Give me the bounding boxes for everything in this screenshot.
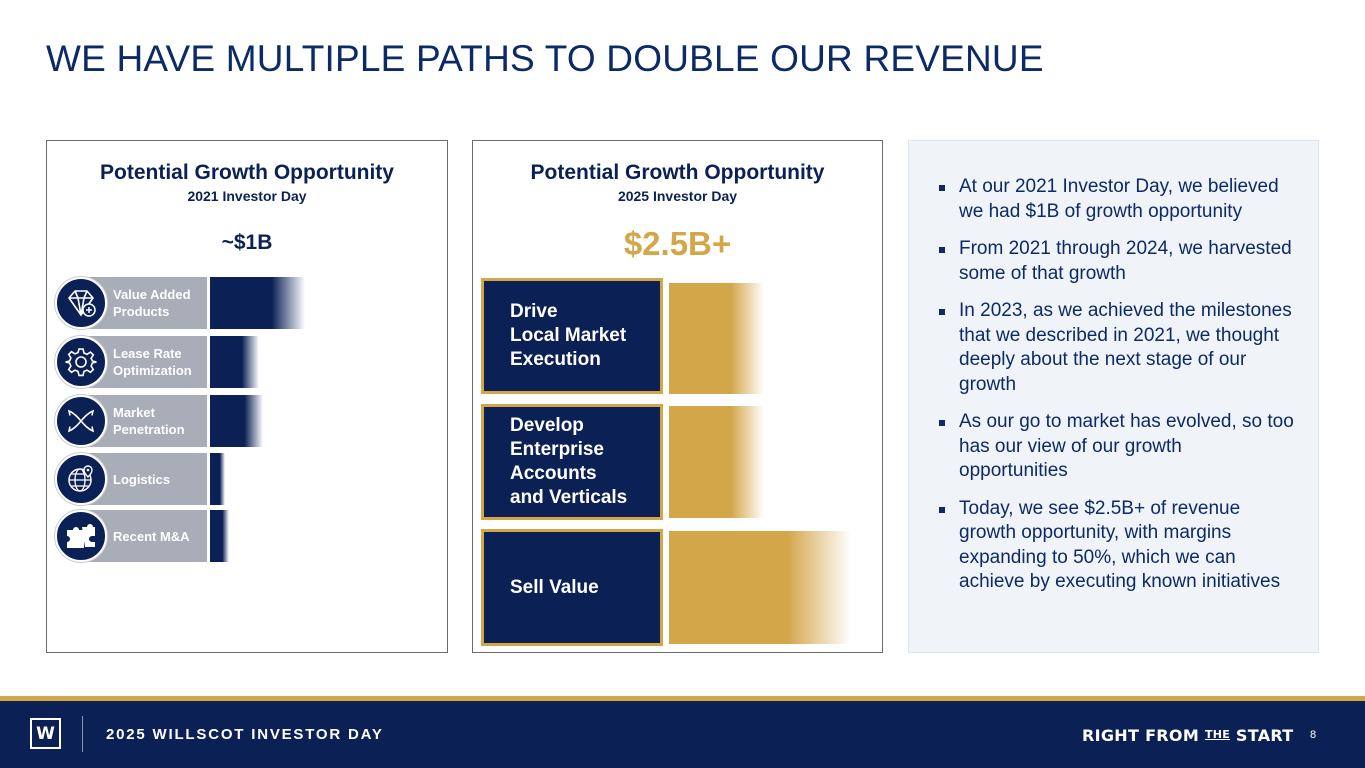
footer-event-name: 2025 WILLSCOT INVESTOR DAY <box>106 726 384 743</box>
arrows-cross-icon <box>55 395 107 447</box>
puzzle-icon <box>55 510 107 562</box>
slide-title: WE HAVE MULTIPLE PATHS TO DOUBLE OUR REV… <box>46 38 1044 79</box>
opportunity-row: Value Added Products <box>55 277 435 329</box>
panel-2025-subtitle: 2025 Investor Day <box>617 188 738 204</box>
willscot-logo: W <box>30 718 61 749</box>
tagline-part: START <box>1230 726 1294 745</box>
opportunity-bar <box>210 336 259 388</box>
page-number: 8 <box>1310 729 1317 741</box>
footer-accent-line <box>0 696 1365 701</box>
panel-2025: Potential Growth Opportunity 2025 Invest… <box>472 140 883 653</box>
initiative-bar <box>669 406 764 518</box>
opportunity-bar <box>210 453 225 505</box>
panel-2021-value: ~$1B <box>221 231 273 254</box>
footer-tagline: RIGHT FROM THE START <box>1082 726 1294 745</box>
gear-icon <box>55 336 107 388</box>
bullet-item: Today, we see $2.5B+ of revenue growth o… <box>939 497 1294 595</box>
opportunity-bar <box>210 510 229 562</box>
initiative-label: Drive Local Market Execution <box>481 278 663 394</box>
initiative-label: Sell Value <box>481 529 663 646</box>
panel-2025-value: $2.5B+ <box>623 225 732 262</box>
opportunity-bar <box>210 395 263 447</box>
initiative-label: Develop Enterprise Accounts and Vertical… <box>481 404 663 520</box>
bullet-item: At our 2021 Investor Day, we believed we… <box>939 175 1294 224</box>
bullet-item: In 2023, as we achieved the milestones t… <box>939 299 1294 397</box>
opportunity-row: Market Penetration <box>55 395 435 447</box>
opportunity-row: Lease Rate Optimization <box>55 336 435 388</box>
bullet-item: From 2021 through 2024, we harvested som… <box>939 237 1294 286</box>
opportunity-bar <box>210 277 305 329</box>
panel-2025-title: Potential Growth Opportunity <box>530 161 825 184</box>
panel-2021-subtitle: 2021 Investor Day <box>187 188 307 204</box>
diamond-icon <box>55 277 107 329</box>
initiative-bar <box>669 283 764 394</box>
panel-2021: Potential Growth Opportunity 2021 Invest… <box>46 140 448 653</box>
globe-pin-icon <box>55 453 107 505</box>
opportunity-row: Logistics <box>55 453 435 505</box>
footer-divider <box>82 716 83 752</box>
initiative-bar <box>669 531 851 644</box>
opportunity-row: Recent M&A <box>55 510 435 562</box>
commentary-list: At our 2021 Investor Day, we believed we… <box>939 175 1294 608</box>
bullet-item: As our go to market has evolved, so too … <box>939 410 1294 484</box>
footer-bar <box>0 701 1365 768</box>
tagline-the: THE <box>1204 728 1231 741</box>
tagline-part: RIGHT FROM <box>1082 726 1205 745</box>
panel-2021-title: Potential Growth Opportunity <box>100 161 394 184</box>
commentary-panel: At our 2021 Investor Day, we believed we… <box>908 140 1319 653</box>
